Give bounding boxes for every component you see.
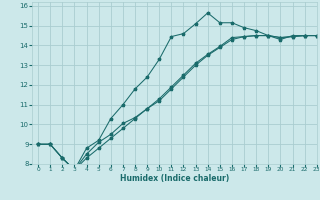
X-axis label: Humidex (Indice chaleur): Humidex (Indice chaleur)	[120, 174, 229, 183]
